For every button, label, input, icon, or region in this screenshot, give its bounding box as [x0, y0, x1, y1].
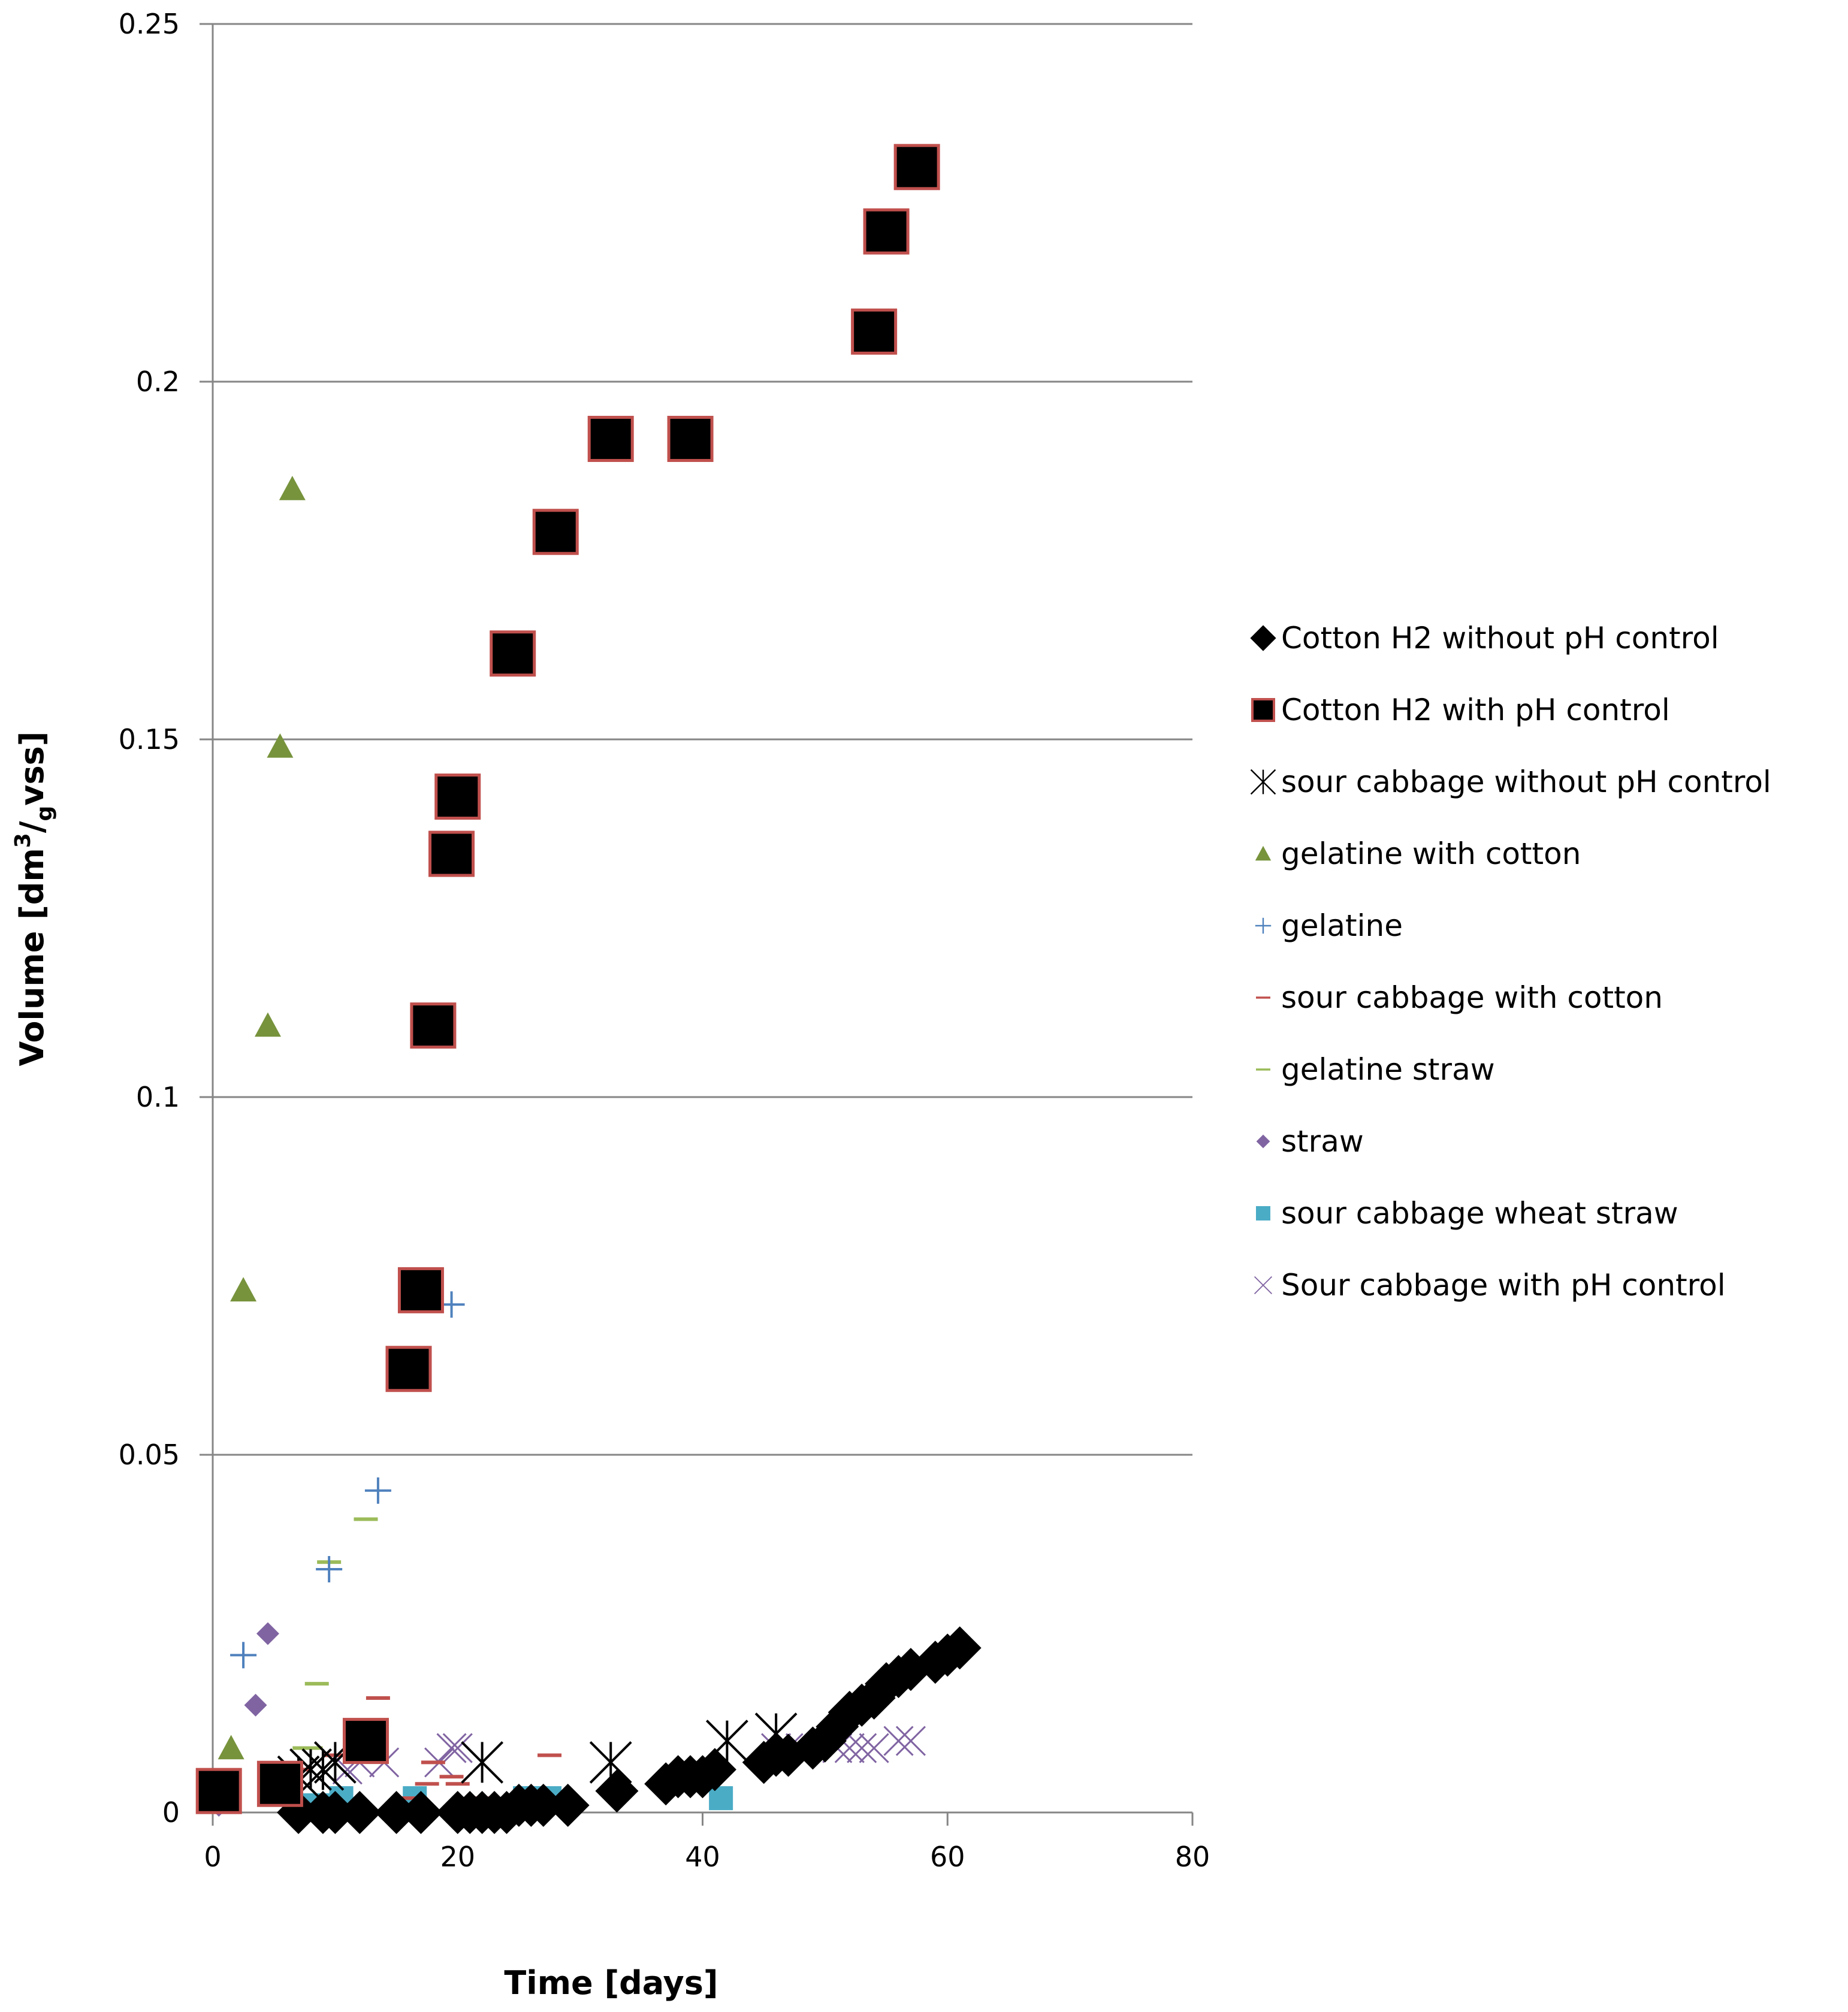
data-point	[256, 1760, 303, 1807]
data-point	[859, 1733, 889, 1763]
data-points	[195, 144, 982, 1834]
data-point	[313, 1791, 357, 1834]
legend-label: Cotton H2 with pH control	[1281, 693, 1670, 727]
data-point	[397, 1267, 444, 1313]
data-point	[442, 1733, 473, 1763]
x-axis-title: Time [days]	[504, 1964, 718, 2002]
legend-item: sour cabbage with cotton	[1256, 980, 1663, 1015]
x-tick-label: 60	[930, 1841, 965, 1873]
y-tick-label: 0	[162, 1796, 180, 1829]
legend-marker	[1256, 1206, 1270, 1221]
legend-marker	[1251, 698, 1275, 722]
data-point	[385, 1346, 432, 1392]
tick-labels: 0 0.05 0.1 0.15 0.2 0.25 0 20 40 60 80	[119, 8, 1210, 1873]
data-point	[532, 509, 579, 555]
data-point	[863, 208, 910, 255]
legend-item: gelatine with cotton	[1255, 836, 1581, 871]
data-point	[267, 733, 294, 758]
x-tick-label: 80	[1175, 1841, 1210, 1873]
legend-item: straw	[1256, 1124, 1364, 1159]
data-point	[256, 1622, 279, 1645]
legend-label: Sour cabbage with pH control	[1281, 1268, 1726, 1303]
legend-item: gelatine straw	[1256, 1052, 1495, 1087]
legend-label: Cotton H2 without pH control	[1281, 621, 1719, 655]
data-point	[693, 1748, 736, 1792]
data-point	[254, 1012, 281, 1037]
legend-label: gelatine straw	[1281, 1052, 1495, 1087]
y-tick-label: 0.05	[119, 1439, 180, 1471]
legend-label: sour cabbage without pH control	[1281, 765, 1771, 799]
legend-marker	[1256, 1134, 1270, 1149]
legend-item: sour cabbage without pH control	[1250, 765, 1771, 799]
data-point	[218, 1735, 244, 1760]
legend-marker	[1255, 917, 1272, 934]
data-point	[364, 1477, 391, 1504]
data-point	[434, 774, 481, 820]
data-point	[410, 1002, 457, 1049]
x-tick-label: 0	[204, 1841, 221, 1873]
data-point	[521, 1784, 565, 1827]
y-axis-title: Volume [dm3/gvss]	[11, 732, 57, 1067]
legend-marker-shape	[1256, 1134, 1270, 1149]
legend-marker-shape	[1255, 917, 1272, 934]
data-point	[546, 1784, 590, 1827]
legend-marker	[1254, 1276, 1273, 1295]
data-point	[851, 308, 898, 355]
series-1	[195, 144, 940, 1814]
data-point	[230, 1277, 257, 1302]
data-point	[461, 1741, 504, 1784]
legend-item: Sour cabbage with pH control	[1254, 1268, 1726, 1303]
x-tick-label: 20	[440, 1841, 475, 1873]
x-tick-label: 40	[685, 1841, 720, 1873]
data-point	[338, 1791, 382, 1834]
data-point	[375, 1791, 418, 1834]
legend-marker	[1250, 769, 1276, 795]
data-point	[587, 416, 634, 463]
data-point	[436, 1733, 467, 1763]
legend-marker	[1255, 845, 1272, 861]
data-point	[399, 1791, 443, 1834]
legend-label: straw	[1281, 1124, 1364, 1159]
y-tick-label: 0.2	[136, 365, 180, 398]
legend-marker-shape	[1256, 1206, 1270, 1221]
data-point	[279, 476, 306, 500]
legend-label: gelatine with cotton	[1281, 836, 1581, 871]
data-point	[938, 1626, 982, 1670]
legend-item: gelatine	[1255, 908, 1403, 943]
data-point	[301, 1748, 345, 1791]
data-point	[316, 1556, 343, 1583]
data-point	[895, 1726, 926, 1756]
gridlines	[213, 23, 1192, 1456]
data-point	[342, 1718, 389, 1765]
legend-label: sour cabbage wheat straw	[1281, 1196, 1678, 1231]
data-point	[667, 416, 714, 463]
legend-marker-shape	[1254, 1276, 1273, 1295]
legend-item: Cotton H2 with pH control	[1251, 693, 1670, 727]
y-tick-label: 0.25	[119, 8, 180, 40]
data-point	[490, 630, 536, 677]
legend-item: Cotton H2 without pH control	[1250, 621, 1719, 655]
y-tick-label: 0.15	[119, 723, 180, 756]
data-point	[195, 1768, 242, 1814]
y-tick-label: 0.1	[136, 1081, 180, 1113]
legend-marker-shape	[1255, 845, 1272, 861]
data-point	[847, 1733, 877, 1763]
data-point	[244, 1693, 267, 1717]
series-0	[277, 1626, 982, 1834]
data-point	[595, 1769, 639, 1813]
data-point	[893, 144, 940, 191]
data-point	[230, 1642, 257, 1669]
legend-label: sour cabbage with cotton	[1281, 980, 1663, 1015]
legend-label: gelatine	[1281, 908, 1403, 943]
legend-item: sour cabbage wheat straw	[1256, 1196, 1678, 1231]
data-point	[709, 1786, 733, 1811]
legend-marker-shape	[1250, 769, 1276, 795]
data-point	[428, 830, 475, 877]
data-point	[883, 1726, 914, 1756]
